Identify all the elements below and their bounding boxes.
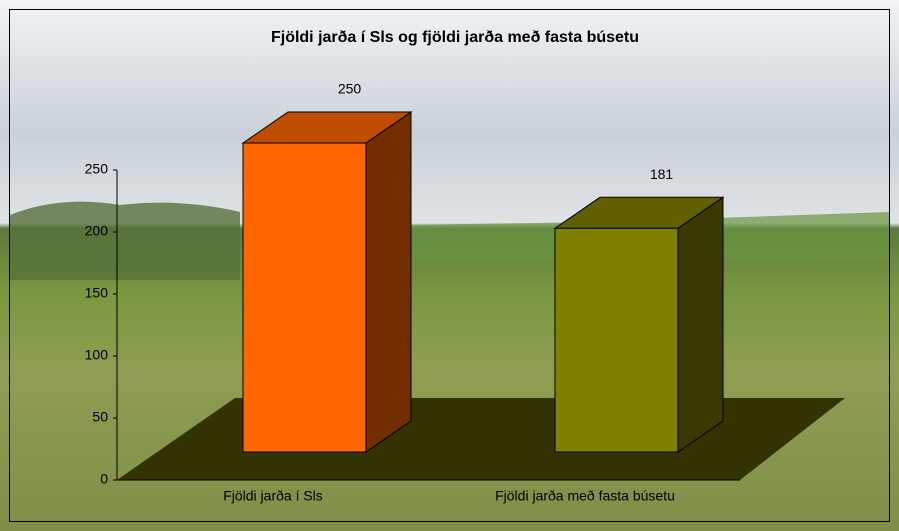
- trees: [10, 202, 240, 280]
- y-tick-label: 250: [85, 161, 109, 177]
- chart-title: Fjöldi jarða í Sls og fjöldi jarða með f…: [271, 29, 639, 46]
- chart: Fjöldi jarða í Sls og fjöldi jarða með f…: [0, 0, 899, 531]
- data-label: 250: [338, 81, 362, 97]
- floor: [117, 398, 845, 480]
- data-label: 181: [650, 166, 674, 182]
- x-tick-label: Fjöldi jarða í Sls: [223, 488, 323, 504]
- y-tick-label: 0: [100, 471, 108, 487]
- bar-side: [366, 112, 411, 452]
- y-tick-label: 200: [85, 223, 109, 239]
- bar-side: [678, 197, 723, 452]
- x-tick-label: Fjöldi jarða með fasta búsetu: [495, 488, 675, 504]
- y-tick-label: 150: [85, 285, 109, 301]
- y-tick-label: 50: [92, 409, 108, 425]
- y-tick-label: 100: [85, 347, 109, 363]
- bar: [243, 143, 366, 452]
- bar: [555, 228, 678, 452]
